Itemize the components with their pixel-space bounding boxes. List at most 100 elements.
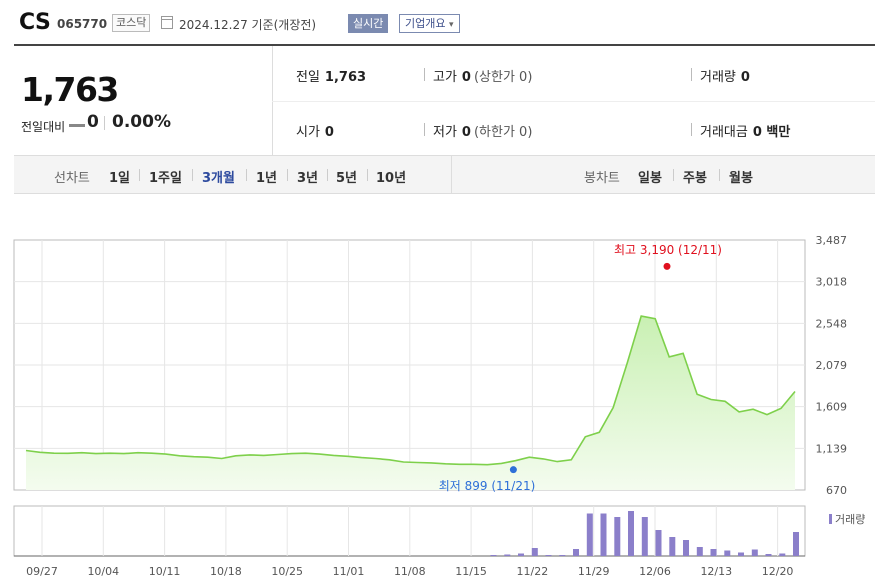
high-annotation: 최고 3,190 (12/11) [614, 243, 722, 257]
cell-divider [424, 123, 425, 136]
candle-chart-label: 봉차트 [584, 171, 620, 186]
tab-divider [327, 169, 328, 181]
tab-divider [246, 169, 247, 181]
reference-date: 2024.12.27 기준(개장전) [179, 18, 317, 32]
cell-divider [691, 123, 692, 136]
tab-daily[interactable]: 일봉 [638, 171, 662, 186]
tab-3year[interactable]: 3년 [297, 171, 319, 186]
trade-amount: 거래대금 0 백만 [700, 121, 790, 140]
volume-value: 0 [740, 70, 750, 85]
tab-divider [719, 169, 720, 181]
volume-bar [559, 555, 566, 556]
open-price: 시가 0 [296, 121, 334, 140]
change-divider [104, 116, 105, 130]
x-tick-label: 10/04 [87, 565, 119, 578]
price-summary: 1,763 전일대비 0 0.00% 전일 1,763 고가 0 (상한가 0) 거래… [14, 46, 875, 156]
x-tick-label: 10/11 [149, 565, 181, 578]
prev-close-value: 1,763 [324, 70, 367, 85]
volume-bar [669, 537, 676, 556]
y-tick-label: 670 [826, 484, 847, 497]
open-label: 시가 [296, 125, 320, 140]
stock-code: 065770 [57, 17, 108, 31]
tab-divider [673, 169, 674, 181]
prev-close-label: 전일 [296, 70, 320, 85]
volume-bar [738, 552, 744, 556]
x-tick-label: 12/06 [639, 565, 671, 578]
volume-bar [614, 517, 621, 556]
tab-weekly[interactable]: 주봉 [683, 171, 707, 186]
volume-bar [531, 548, 538, 556]
line-chart-label: 선차트 [54, 171, 90, 186]
tab-monthly[interactable]: 월봉 [729, 171, 753, 186]
day-high-label: 고가 [433, 70, 457, 85]
x-tick-label: 12/13 [700, 565, 732, 578]
x-tick-label: 11/29 [578, 565, 610, 578]
volume-bar [724, 550, 731, 556]
prev-close: 전일 1,763 [296, 66, 366, 85]
x-tick-label: 12/20 [762, 565, 794, 578]
volume-legend-swatch [829, 514, 832, 524]
day-high-value: 0 [461, 70, 471, 85]
volume-bar [490, 555, 497, 556]
trade-amount-value: 0 백만 [752, 125, 791, 140]
volume-bar [751, 549, 758, 556]
volume-bar [628, 511, 634, 556]
y-tick-label: 3,018 [816, 276, 848, 289]
x-tick-label: 11/15 [455, 565, 487, 578]
period-tabs: 선차트 1일 1주일 3개월 1년 3년 5년 10년 봉차트 일봉 주봉 월봉 [14, 156, 875, 194]
volume-bar [600, 513, 607, 556]
day-low-label: 저가 [433, 125, 457, 140]
realtime-button[interactable]: 실시간 [348, 14, 389, 33]
volume-bar [696, 547, 703, 556]
tab-divider [192, 169, 193, 181]
tab-1day[interactable]: 1일 [109, 171, 131, 186]
volume-bar [655, 530, 662, 556]
volume-bar [710, 549, 717, 556]
summary-row-divider [272, 101, 875, 102]
low-annotation: 최저 899 (11/21) [439, 479, 536, 493]
volume-bar [779, 553, 786, 556]
company-overview-dropdown[interactable]: 기업개요 ▾ [399, 14, 460, 33]
high-marker [663, 262, 671, 270]
y-tick-label: 2,079 [816, 359, 848, 372]
y-tick-label: 1,609 [816, 401, 848, 414]
volume-legend: 거래량 [835, 513, 865, 526]
volume-bar [765, 554, 772, 556]
cell-divider [424, 68, 425, 81]
x-tick-label: 10/25 [271, 565, 303, 578]
volume-bar [573, 549, 579, 556]
cell-divider [691, 68, 692, 81]
upper-limit: (상한가 0) [473, 70, 533, 85]
tab-divider [287, 169, 288, 181]
volume-label: 거래량 [700, 70, 736, 85]
volume-bar [586, 513, 593, 556]
calendar-icon [161, 16, 173, 29]
low-marker [509, 466, 517, 474]
market-badge: 코스닥 [112, 14, 151, 32]
chevron-down-icon: ▾ [448, 20, 454, 30]
stock-header: CS 065770 코스닥 2024.12.27 기준(개장전) 실시간 기업개… [0, 0, 875, 46]
volume-bar [545, 555, 552, 556]
volume-bar [683, 540, 689, 556]
tab-5year[interactable]: 5년 [336, 171, 358, 186]
change-label: 전일대비 [21, 120, 66, 134]
volume-bar [518, 553, 524, 556]
tab-3month[interactable]: 3개월 [202, 171, 235, 186]
x-tick-label: 11/22 [517, 565, 549, 578]
volume-bar [641, 517, 648, 556]
tab-1week[interactable]: 1주일 [149, 171, 182, 186]
company-overview-label: 기업개요 [405, 17, 446, 30]
header-divider [14, 44, 875, 46]
y-tick-label: 2,548 [816, 317, 848, 330]
price-chart: 3,487 3,018 2,548 2,079 1,609 1,139 670 09/27 10… [13, 234, 865, 578]
y-tick-label: 1,139 [816, 442, 848, 455]
price-line [25, 315, 796, 466]
price-area [26, 316, 795, 490]
stock-name: CS [19, 10, 51, 35]
tab-10year[interactable]: 10년 [376, 171, 407, 186]
nav-divider [451, 156, 452, 194]
volume-bar [793, 532, 799, 556]
change-percent: 0.00% [112, 112, 171, 132]
lower-limit: (하한가 0) [473, 125, 533, 140]
tab-1year[interactable]: 1년 [256, 171, 278, 186]
